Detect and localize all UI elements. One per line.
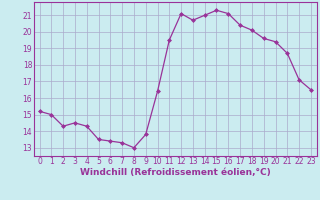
X-axis label: Windchill (Refroidissement éolien,°C): Windchill (Refroidissement éolien,°C) (80, 168, 271, 177)
